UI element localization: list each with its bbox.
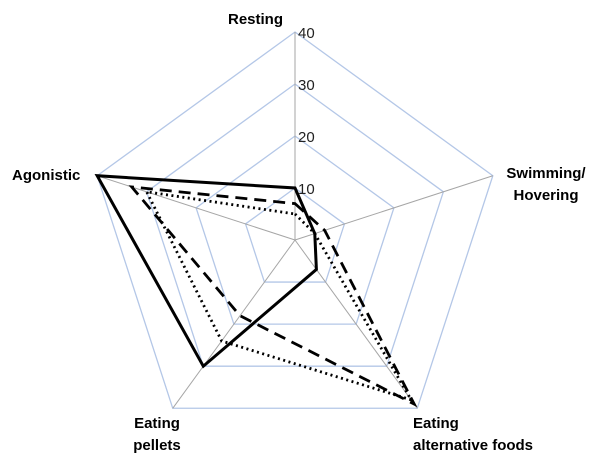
series-solid-line <box>94 174 318 369</box>
category-label-4: Agonistic <box>12 167 80 184</box>
grid-rings <box>96 31 494 409</box>
series-layer <box>94 174 418 408</box>
tick-label-20: 20 <box>298 129 315 146</box>
grid-ring-30 <box>145 83 445 367</box>
category-label-2: Eating alternative foods <box>413 415 533 454</box>
tick-labels: 10 20 30 40 <box>298 25 315 198</box>
tick-label-10: 10 <box>298 181 315 198</box>
series-dotted-line <box>144 190 415 403</box>
grid-spoke-3 <box>172 239 296 409</box>
grid-ring-40 <box>96 31 494 409</box>
grid-ring-10 <box>244 187 346 283</box>
category-labels: Resting Swimming/Hovering Eating alternativ… <box>12 11 586 454</box>
tick-label-30: 30 <box>298 77 315 94</box>
grid-spoke-1 <box>294 175 493 241</box>
grid-ring-20 <box>195 135 395 325</box>
category-label-0: Resting <box>228 11 283 28</box>
category-label-3: Eating pellets <box>133 415 181 454</box>
category-label-1: Swimming/Hovering <box>506 165 586 204</box>
series-dashed-line <box>128 185 418 408</box>
tick-label-40: 40 <box>298 25 315 42</box>
